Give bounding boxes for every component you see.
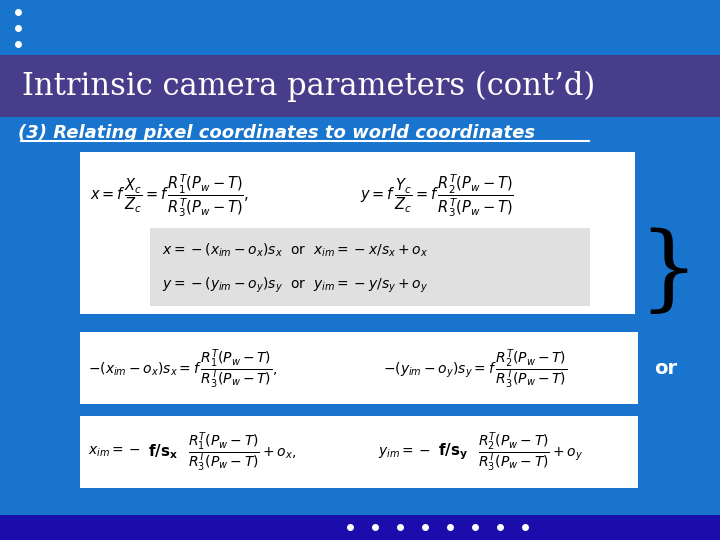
FancyBboxPatch shape — [150, 228, 590, 306]
FancyBboxPatch shape — [0, 515, 720, 540]
FancyBboxPatch shape — [80, 416, 638, 488]
FancyBboxPatch shape — [0, 55, 720, 117]
Text: $\dfrac{R_2^T(P_w - T)}{R_3^T(P_w - T)} + o_y$: $\dfrac{R_2^T(P_w - T)}{R_3^T(P_w - T)} … — [478, 430, 583, 474]
Text: $y = f\,\dfrac{Y_c}{Z_c} = f\,\dfrac{R_2^T(P_w - T)}{R_3^T(P_w - T)}$: $y = f\,\dfrac{Y_c}{Z_c} = f\,\dfrac{R_2… — [360, 172, 514, 219]
Text: $\dfrac{R_1^T(P_w - T)}{R_3^T(P_w - T)} + o_x,$: $\dfrac{R_1^T(P_w - T)}{R_3^T(P_w - T)} … — [188, 430, 297, 474]
Text: $-(x_{im} - o_x)s_x = f\,\dfrac{R_1^T(P_w - T)}{R_3^T(P_w - T)},$: $-(x_{im} - o_x)s_x = f\,\dfrac{R_1^T(P_… — [88, 347, 277, 391]
Text: }: } — [638, 228, 698, 318]
FancyBboxPatch shape — [80, 332, 638, 404]
Text: Intrinsic camera parameters (cont’d): Intrinsic camera parameters (cont’d) — [22, 70, 595, 102]
Text: (3) Relating pixel coordinates to world coordinates: (3) Relating pixel coordinates to world … — [18, 124, 535, 142]
Text: $\mathbf{f/s_y}$: $\mathbf{f/s_y}$ — [438, 442, 468, 462]
Text: or: or — [654, 360, 677, 379]
Text: $x = f\,\dfrac{X_c}{Z_c} = f\,\dfrac{R_1^T(P_w - T)}{R_3^T(P_w - T)},$: $x = f\,\dfrac{X_c}{Z_c} = f\,\dfrac{R_1… — [90, 172, 249, 219]
Text: $y_{im} = -$: $y_{im} = -$ — [378, 444, 431, 460]
Text: $y = -(y_{im} - o_y)s_y\ \ \mathrm{or}\ \ y_{im} = -y/s_y + o_y$: $y = -(y_{im} - o_y)s_y\ \ \mathrm{or}\ … — [162, 275, 428, 295]
Text: $\mathbf{f/s_x}$: $\mathbf{f/s_x}$ — [148, 443, 178, 461]
Text: $x_{im} = -$: $x_{im} = -$ — [88, 445, 141, 459]
Text: $x = -(x_{im} - o_x)s_x\ \ \mathrm{or}\ \ x_{im} = -x/s_x + o_x$: $x = -(x_{im} - o_x)s_x\ \ \mathrm{or}\ … — [162, 241, 428, 259]
Text: $-(y_{im} - o_y)s_y = f\,\dfrac{R_2^T(P_w - T)}{R_3^T(P_w - T)}$: $-(y_{im} - o_y)s_y = f\,\dfrac{R_2^T(P_… — [383, 347, 567, 391]
FancyBboxPatch shape — [80, 152, 635, 314]
